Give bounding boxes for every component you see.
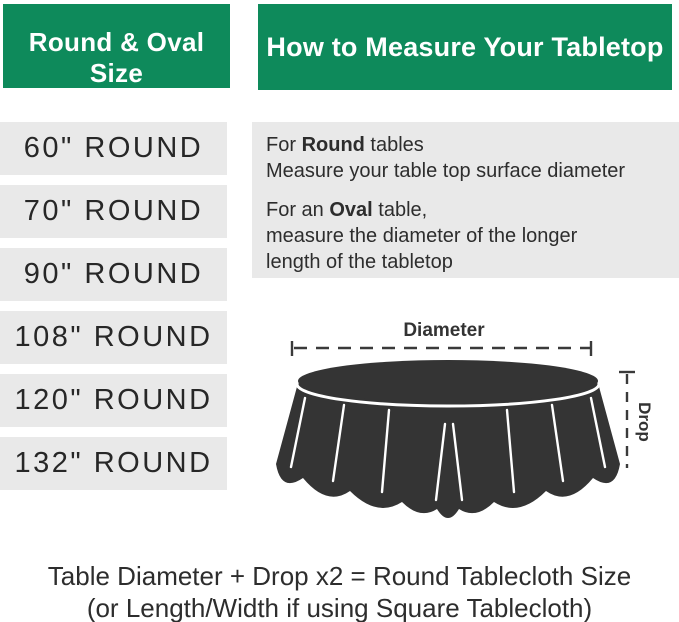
oval-instruction-prefix: For an	[266, 199, 330, 221]
tablecloth-measurement-diagram: Diameter	[276, 320, 654, 518]
left-header-subtitle: ALL SIZES ARE IN INCHES	[4, 97, 229, 109]
drop-measure-line	[619, 370, 635, 468]
size-row-70-round: 70" ROUND	[0, 185, 227, 238]
left-header-title: Round & Oval Size	[28, 27, 205, 88]
drop-label: Drop	[635, 402, 654, 442]
round-instruction-suffix: tables	[364, 134, 424, 156]
left-header: Round & Oval Size ALL SIZES ARE IN INCHE…	[3, 4, 230, 109]
size-row-108-round: 108" ROUND	[0, 311, 227, 364]
footer-formula-line2: (or Length/Width if using Square Tablecl…	[86, 593, 593, 622]
round-table-instruction: For Round tables Measure your table top …	[266, 132, 679, 184]
diameter-measure-line	[290, 341, 593, 356]
tabletop-ellipse	[298, 360, 598, 402]
round-instruction-line2: Measure your table top surface diameter	[266, 160, 626, 182]
round-instruction-prefix: For	[266, 134, 302, 156]
diameter-label: Diameter	[403, 320, 485, 341]
size-row-132-round: 132" ROUND	[0, 437, 227, 490]
round-instruction-bold: Round	[301, 134, 365, 156]
tablecloth-skirt	[276, 383, 620, 518]
oval-table-instruction: For an Oval table, measure the diameter …	[266, 197, 679, 275]
oval-instruction-bold: Oval	[329, 199, 373, 221]
right-header: How to Measure Your Tabletop	[258, 4, 672, 90]
oval-instruction-line3: length of the tabletop	[266, 251, 453, 273]
oval-instruction-line2: measure the diameter of the longer	[266, 225, 578, 247]
oval-instruction-suffix: table,	[372, 199, 428, 221]
right-header-title: How to Measure Your Tabletop	[266, 31, 664, 62]
footer-formula-line1: Table Diameter + Drop x2 = Round Tablecl…	[47, 561, 632, 591]
size-row-120-round: 120" ROUND	[0, 374, 227, 427]
size-row-90-round: 90" ROUND	[0, 248, 227, 301]
size-row-60-round: 60" ROUND	[0, 122, 227, 175]
pleat-fold-lines	[289, 396, 607, 502]
tablecloth-illustration	[276, 360, 620, 518]
measuring-instructions: For Round tables Measure your table top …	[252, 122, 679, 278]
